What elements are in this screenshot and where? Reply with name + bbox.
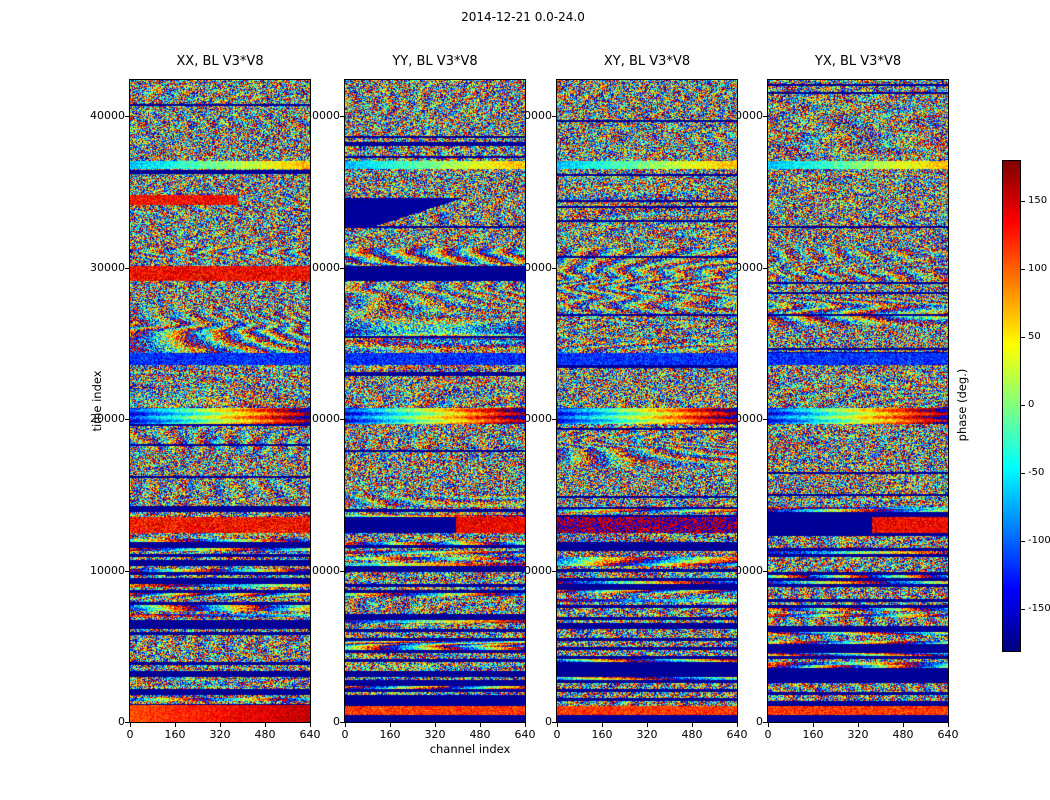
x-tick-label: 640 [299, 728, 321, 741]
y-tick-label: 10000 [90, 563, 125, 577]
y-tick-mark [125, 570, 129, 572]
colorbar-tick-mark [1021, 268, 1025, 270]
y-tick-label: 0 [545, 715, 552, 728]
y-tick-label: 20000 [305, 412, 340, 426]
colorbar-gradient [1002, 160, 1021, 652]
colorbar-tick-label: 100 [1028, 262, 1048, 274]
y-tick-label: 40000 [305, 109, 340, 123]
y-tick-label: 30000 [305, 260, 340, 274]
colorbar-label: phase (deg.) [955, 368, 969, 442]
x-tick-mark [435, 723, 436, 727]
y-tick-mark [340, 116, 344, 118]
x-tick-mark [737, 723, 738, 727]
colorbar-tick-label: -50 [1028, 467, 1045, 479]
x-tick-mark [813, 723, 814, 727]
heatmap-YY [344, 79, 526, 723]
x-tick-mark [345, 723, 346, 727]
y-tick-mark [125, 722, 129, 723]
x-tick-label: 480 [469, 728, 491, 741]
figure-title: 2014-12-21 0.0-24.0 [461, 10, 585, 24]
x-tick-label: 640 [726, 728, 748, 741]
y-tick-mark [552, 116, 556, 118]
x-tick-mark [858, 723, 859, 727]
y-tick-mark [125, 116, 129, 118]
x-tick-mark [220, 723, 221, 727]
y-tick-mark [552, 419, 556, 421]
y-tick-mark [340, 722, 344, 723]
y-tick-label: 0 [118, 715, 125, 728]
colorbar-tick-label: 50 [1028, 330, 1041, 342]
y-tick-label: 30000 [90, 260, 125, 274]
x-tick-label: 480 [681, 728, 703, 741]
colorbar-tick-label: 150 [1028, 194, 1048, 206]
y-tick-mark [125, 267, 129, 269]
x-tick-mark [130, 723, 131, 727]
panel-title-1: YY, BL V3*V8 [392, 54, 478, 69]
x-tick-label: 0 [341, 728, 349, 741]
y-tick-label: 20000 [90, 412, 125, 426]
y-tick-label: 40000 [90, 109, 125, 123]
y-tick-mark [125, 419, 129, 421]
colorbar-tick-mark [1021, 405, 1025, 406]
colorbar-tick-mark [1021, 609, 1025, 611]
colorbar-tick-label: 0 [1028, 399, 1035, 410]
x-tick-mark [647, 723, 648, 727]
x-tick-label: 160 [164, 728, 186, 741]
heatmap-XX [129, 79, 311, 723]
x-tick-label: 160 [591, 728, 613, 741]
x-tick-mark [175, 723, 176, 727]
x-tick-label: 320 [636, 728, 658, 741]
y-tick-mark [763, 116, 767, 118]
x-tick-mark [265, 723, 266, 727]
panel-title-3: YX, BL V3*V8 [814, 54, 902, 69]
x-tick-label: 320 [424, 728, 446, 741]
y-tick-mark [552, 722, 556, 723]
x-tick-mark [692, 723, 693, 727]
panel-title-2: XY, BL V3*V8 [603, 54, 691, 69]
x-axis-label: channel index [429, 742, 511, 756]
heatmap-YX [767, 79, 949, 723]
x-tick-mark [480, 723, 481, 727]
colorbar-tick-mark [1021, 336, 1025, 338]
x-tick-label: 0 [764, 728, 772, 741]
x-tick-label: 320 [847, 728, 869, 741]
x-tick-label: 160 [802, 728, 824, 741]
x-tick-mark [948, 723, 949, 727]
y-tick-label: 10000 [305, 563, 340, 577]
y-tick-mark [763, 722, 767, 723]
x-tick-label: 480 [254, 728, 276, 741]
colorbar-tick-mark [1021, 473, 1025, 475]
y-tick-mark [763, 419, 767, 421]
x-tick-label: 160 [379, 728, 401, 741]
x-tick-label: 0 [553, 728, 561, 741]
heatmap-XY [556, 79, 738, 723]
x-tick-label: 0 [126, 728, 134, 741]
y-tick-mark [763, 267, 767, 269]
x-tick-mark [557, 723, 558, 727]
colorbar-tick-mark [1021, 200, 1025, 202]
x-tick-label: 640 [514, 728, 536, 741]
y-tick-mark [340, 267, 344, 269]
panel-title-0: XX, BL V3*V8 [176, 54, 264, 69]
y-tick-label: 0 [333, 715, 340, 728]
x-tick-mark [903, 723, 904, 727]
x-tick-mark [525, 723, 526, 727]
colorbar-tick-mark [1021, 541, 1025, 543]
colorbar-tick-label: -100 [1028, 535, 1050, 547]
y-tick-mark [340, 419, 344, 421]
x-tick-label: 480 [892, 728, 914, 741]
x-tick-mark [310, 723, 311, 727]
x-tick-mark [768, 723, 769, 727]
y-tick-mark [763, 570, 767, 572]
y-tick-mark [552, 570, 556, 572]
y-tick-mark [552, 267, 556, 269]
x-tick-mark [390, 723, 391, 727]
x-tick-label: 640 [937, 728, 959, 741]
y-tick-mark [340, 570, 344, 572]
y-tick-label: 0 [756, 715, 763, 728]
x-tick-label: 320 [209, 728, 231, 741]
colorbar-tick-label: -150 [1028, 603, 1050, 615]
x-tick-mark [602, 723, 603, 727]
